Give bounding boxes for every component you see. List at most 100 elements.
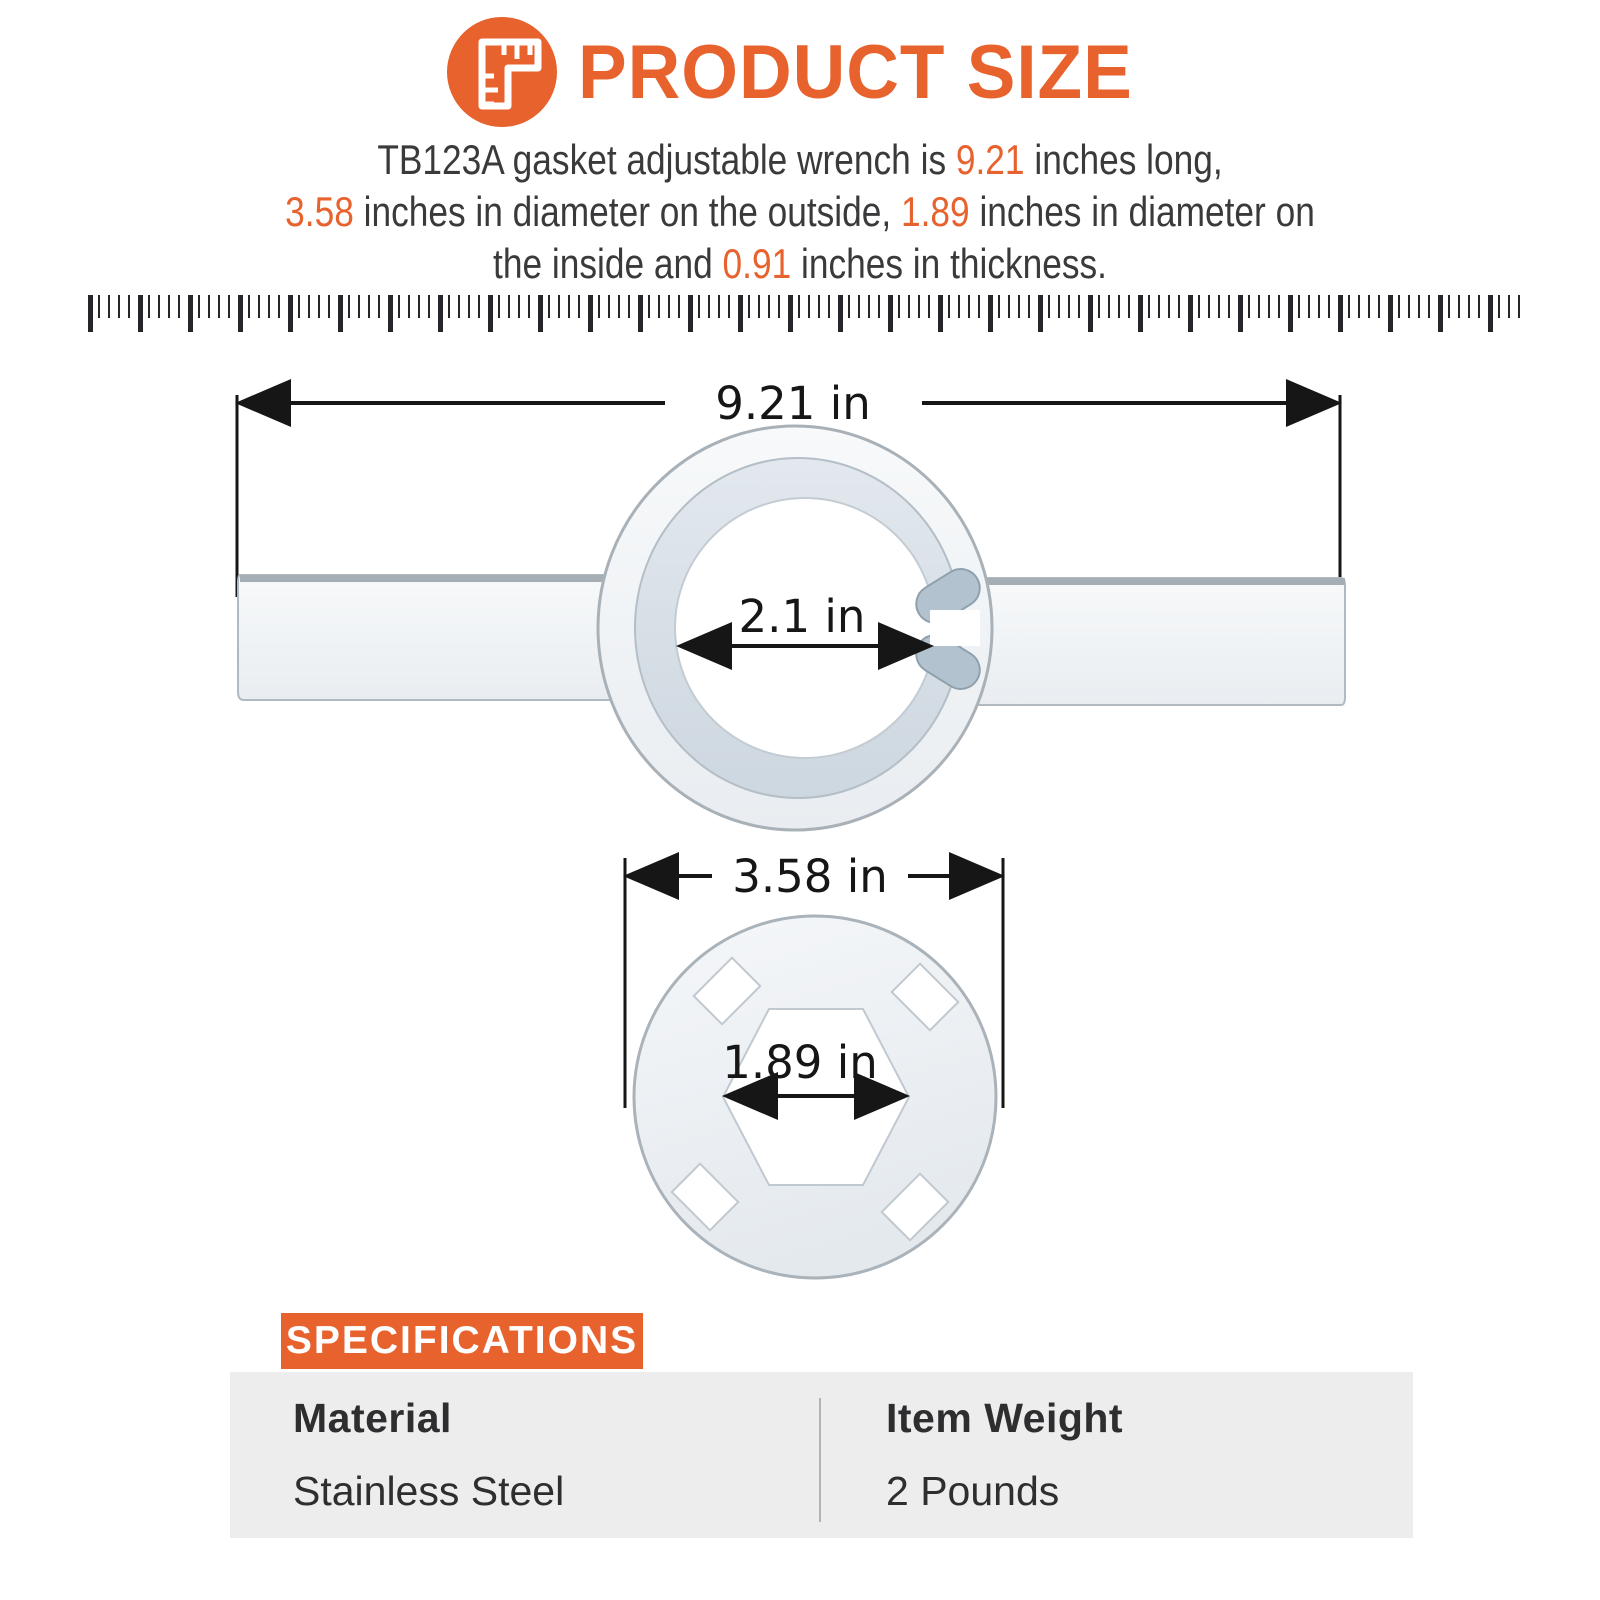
spec-item-material: Material Stainless Steel [293,1372,564,1538]
ruler-tick [1408,295,1410,318]
ruler-tick [858,295,860,318]
ruler-tick [868,295,870,318]
ruler-tick [738,295,743,332]
ruler-tick [1368,295,1370,318]
ruler-tick [1288,295,1293,332]
ruler-tick [1298,295,1300,318]
ruler-tick [1218,295,1220,318]
ruler-tick [1118,295,1120,318]
ruler-tick [688,295,693,332]
ruler-tick [428,295,430,318]
ruler-tick [728,295,730,318]
ruler-tick [1048,295,1050,318]
dimension-inner-hole: 2.1 in [676,590,934,670]
ruler-tick [1348,295,1350,318]
ruler-tick [698,295,700,318]
ruler-tick [1198,295,1200,318]
ruler-tick [318,295,320,318]
disk-figure: 3.58 in 1.89 in [623,850,1005,1280]
ruler-tick [238,295,243,332]
hex-dimension-label: 1.89 in [722,1036,878,1089]
ruler-tick [998,295,1000,318]
ruler-tick [608,295,610,318]
ruler-tick [1088,295,1093,332]
ruler-tick [578,295,580,318]
ruler-tick [568,295,570,318]
inner-dimension-label: 2.1 in [739,590,866,643]
ruler-tick [348,295,350,318]
ruler-tick [618,295,620,318]
dimension-length: 9.21 in [235,377,1342,597]
spec-value: 2 Pounds [886,1468,1060,1514]
ruler-tick [1338,295,1343,332]
ruler-tick [1228,295,1230,318]
ruler-tick [378,295,380,318]
ruler-graphic [88,295,1520,335]
ruler-tick [1168,295,1170,318]
ruler-tick [1248,295,1250,318]
spec-label: Item Weight [886,1395,1124,1441]
ruler-tick [968,295,970,318]
ruler-tick [498,295,500,318]
ruler-tick [198,295,200,318]
ruler-tick [1308,295,1310,318]
ruler-tick [1078,295,1080,318]
ruler-tick [298,295,300,318]
ruler-tick [1278,295,1280,318]
ruler-tick [1068,295,1070,318]
ruler-tick [138,295,143,332]
ruler-tick [758,295,760,318]
ruler-tick [268,295,270,318]
ruler-tick [188,295,193,332]
disk-cutout [670,1162,740,1232]
ruler-tick [388,295,393,332]
ruler-tick [1458,295,1460,318]
length-dimension-label: 9.21 in [715,377,871,430]
ruler-tick [1468,295,1470,318]
header: PRODUCT SIZE [0,14,1600,130]
ruler-tick [1358,295,1360,318]
ruler-tick [118,295,120,318]
ruler-tick [878,295,880,318]
ruler-tick [398,295,400,318]
ruler-tick [178,295,180,318]
specifications-heading: SPECIFICATIONS [281,1313,643,1369]
ruler-tick [668,295,670,318]
ruler-tick [278,295,280,318]
ruler-tick [128,295,130,318]
ruler-tick [1498,295,1500,318]
ruler-tick [768,295,770,318]
spec-item-weight: Item Weight 2 Pounds [886,1372,1123,1538]
ruler-tick [988,295,993,332]
ruler-tick [1328,295,1330,318]
ruler-tick [818,295,820,318]
ruler-tick [1018,295,1020,318]
description-line: the inside and 0.91 inches in thickness. [493,240,1107,287]
ruler-tick [478,295,480,318]
ruler-tick [1378,295,1380,318]
ruler-tick [1058,295,1060,318]
ruler-tick [408,295,410,318]
ruler-tick [1108,295,1110,318]
ruler-tick [1138,295,1143,332]
ruler-tick [1478,295,1480,318]
dimension-outer-diameter: 3.58 in [623,850,1005,1108]
ruler-tick [838,295,843,332]
ruler-tick [508,295,510,318]
ruler-tick [368,295,370,318]
ruler-tick [218,295,220,318]
ruler-tick [338,295,343,332]
ruler-tick [1158,295,1160,318]
ruler-tick [358,295,360,318]
ruler-tick [788,295,793,332]
ruler-tick [258,295,260,318]
ruler-tick [548,295,550,318]
ruler-tick [458,295,460,318]
ruler-tick [678,295,680,318]
ruler-tick [928,295,930,318]
ruler-tick [158,295,160,318]
spec-label: Material [293,1395,452,1441]
specifications-divider [819,1398,821,1522]
ruler-tick [518,295,520,318]
